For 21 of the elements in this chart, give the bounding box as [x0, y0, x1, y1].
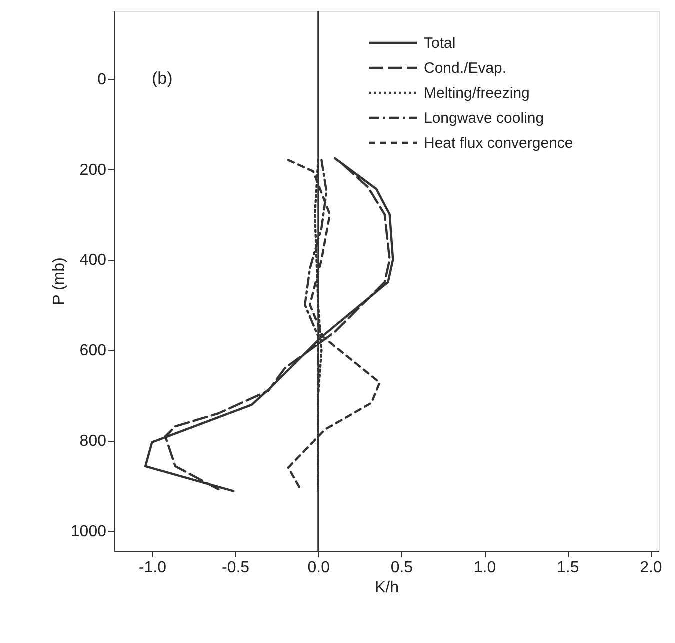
- legend-label: Melting/freezing: [424, 85, 530, 102]
- legend-label: Heat flux convergence: [424, 135, 574, 152]
- x-tick-label: 2.0: [640, 560, 662, 576]
- legend-label: Longwave cooling: [424, 110, 544, 127]
- legend-label: Cond./Evap.: [424, 60, 507, 77]
- x-tick-label: 1.0: [474, 560, 496, 576]
- y-tick-label: 200: [80, 162, 107, 179]
- x-tick-label: -1.0: [138, 560, 167, 576]
- annotation: (b): [152, 69, 173, 88]
- y-axis-title: P (mb): [50, 258, 68, 306]
- x-tick-label: 1.5: [556, 560, 580, 576]
- y-tick-label: 400: [80, 252, 107, 270]
- y-tick-label: 0: [98, 71, 107, 88]
- x-axis-title: K/h: [374, 580, 400, 596]
- y-tick-label: 1000: [70, 524, 107, 541]
- x-tick-label: 0.0: [308, 560, 330, 576]
- y-tick-label: 600: [80, 342, 107, 360]
- x-tick-label: -0.5: [222, 560, 250, 576]
- y-tick-label: 800: [80, 433, 107, 450]
- legend-label: Total: [424, 35, 456, 52]
- x-tick-label: 0.5: [390, 560, 414, 576]
